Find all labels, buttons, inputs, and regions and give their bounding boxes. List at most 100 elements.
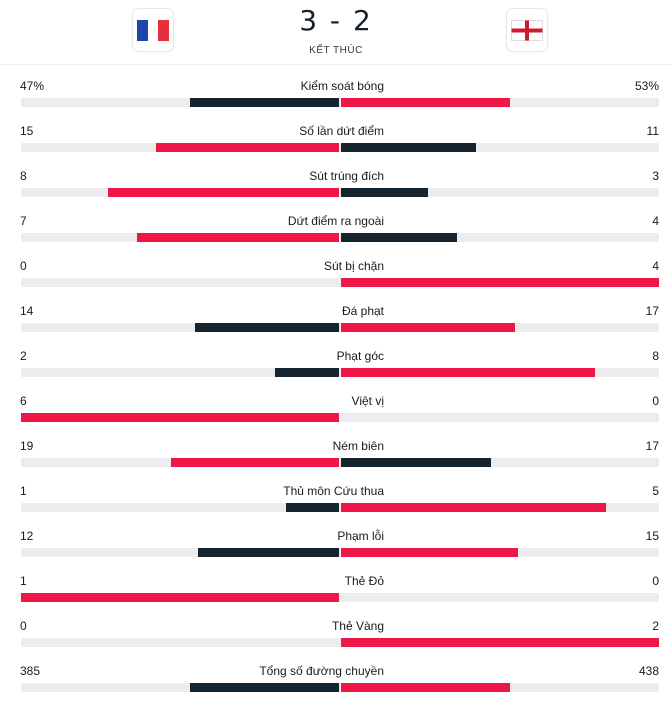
stat-label: Ném biên xyxy=(332,439,384,453)
stat-home-value: 47% xyxy=(20,79,45,93)
stat-away-bar xyxy=(341,98,510,107)
stat-home-bar xyxy=(195,323,339,332)
stat-home-bar xyxy=(108,188,339,197)
stat-row: 15 Số lần dứt điểm 11 xyxy=(0,122,672,167)
stat-row: 2 Phạt góc 8 xyxy=(0,347,672,392)
stat-label: Thủ môn Cứu thua xyxy=(283,484,384,498)
england-flag-icon xyxy=(511,19,543,41)
stat-home-value: 8 xyxy=(20,169,27,183)
stat-bar-track xyxy=(21,188,659,197)
stat-home-value: 1 xyxy=(20,484,27,498)
stat-away-bar xyxy=(341,683,510,692)
stat-away-value: 15 xyxy=(645,529,659,543)
france-flag-icon xyxy=(137,19,169,41)
stat-home-bar xyxy=(198,548,339,557)
stat-row: 47% Kiểm soát bóng 53% xyxy=(0,77,672,122)
stat-label: Dứt điểm ra ngoài xyxy=(287,214,384,228)
match-status: KẾT THÚC xyxy=(309,45,363,56)
stat-away-bar xyxy=(341,458,491,467)
stat-home-value: 19 xyxy=(20,439,34,453)
stat-row: 0 Sút bị chặn 4 xyxy=(0,257,672,302)
stat-away-bar xyxy=(341,233,457,242)
stat-bar-track xyxy=(21,548,659,557)
stat-row: 1 Thẻ Đỏ 0 xyxy=(0,572,672,617)
stat-label: Việt vị xyxy=(351,394,384,408)
match-header: 3 - 2 KẾT THÚC xyxy=(0,0,672,65)
stat-home-bar xyxy=(137,233,339,242)
match-stats-list: 47% Kiểm soát bóng 53% 15 Số lần dứt điểm 11 8… xyxy=(0,77,672,707)
stat-away-value: 0 xyxy=(652,574,659,588)
stat-away-bar xyxy=(341,143,476,152)
stat-away-value: 8 xyxy=(652,349,659,363)
stat-away-value: 5 xyxy=(652,484,659,498)
stat-home-bar xyxy=(21,593,339,602)
stat-away-bar xyxy=(341,368,595,377)
stat-bar-track xyxy=(21,368,659,377)
stat-home-value: 0 xyxy=(20,259,27,273)
stat-label: Tổng số đường chuyền xyxy=(259,664,384,678)
stat-row: 8 Sút trúng đích 3 xyxy=(0,167,672,212)
stat-home-value: 2 xyxy=(20,349,27,363)
stat-home-value: 12 xyxy=(20,529,34,543)
stat-home-bar xyxy=(156,143,339,152)
stat-away-value: 53% xyxy=(634,79,659,93)
stat-home-bar xyxy=(171,458,339,467)
stat-label: Thẻ Đỏ xyxy=(344,574,384,588)
stat-away-bar xyxy=(341,503,606,512)
stat-label: Sút bị chặn xyxy=(323,259,384,273)
stat-bar-track xyxy=(21,413,659,422)
stat-home-bar xyxy=(275,368,339,377)
stat-label: Phạt góc xyxy=(336,349,384,363)
stat-away-bar xyxy=(341,548,518,557)
stat-away-bar xyxy=(341,278,659,287)
stat-home-value: 6 xyxy=(20,394,27,408)
stat-row: 12 Phạm lỗi 15 xyxy=(0,527,672,572)
stat-home-value: 0 xyxy=(20,619,27,633)
stat-away-value: 4 xyxy=(652,214,659,228)
stat-label: Sút trúng đích xyxy=(309,169,384,183)
stat-bar-track xyxy=(21,98,659,107)
stat-bar-track xyxy=(21,638,659,647)
stat-home-value: 7 xyxy=(20,214,27,228)
stat-row: 14 Đá phạt 17 xyxy=(0,302,672,347)
stat-home-bar xyxy=(190,683,339,692)
stat-row: 6 Việt vị 0 xyxy=(0,392,672,437)
stat-label: Đá phạt xyxy=(341,304,384,318)
stat-bar-track xyxy=(21,323,659,332)
stat-away-bar xyxy=(341,323,515,332)
stat-home-bar xyxy=(21,413,339,422)
stat-home-value: 14 xyxy=(20,304,34,318)
stat-bar-track xyxy=(21,278,659,287)
stat-row: 19 Ném biên 17 xyxy=(0,437,672,482)
stat-label: Kiểm soát bóng xyxy=(300,79,384,93)
stat-away-value: 11 xyxy=(646,124,659,138)
stat-bar-track xyxy=(21,683,659,692)
stat-label: Thẻ Vàng xyxy=(331,619,384,633)
stat-away-bar xyxy=(341,188,428,197)
stat-bar-track xyxy=(21,503,659,512)
home-team-flag[interactable] xyxy=(133,9,173,51)
stat-bar-track xyxy=(21,593,659,602)
stat-bar-track xyxy=(21,143,659,152)
stat-row: 1 Thủ môn Cứu thua 5 xyxy=(0,482,672,527)
stat-home-value: 1 xyxy=(20,574,27,588)
stat-home-value: 385 xyxy=(20,664,41,678)
stat-bar-track xyxy=(21,458,659,467)
stat-away-value: 0 xyxy=(652,394,659,408)
stat-row: 385 Tổng số đường chuyền 438 xyxy=(0,662,672,707)
stat-row: 7 Dứt điểm ra ngoài 4 xyxy=(0,212,672,257)
stat-home-bar xyxy=(190,98,339,107)
stat-away-value: 17 xyxy=(645,304,659,318)
away-team-flag[interactable] xyxy=(507,9,547,51)
stat-home-value: 15 xyxy=(20,124,34,138)
stat-away-value: 2 xyxy=(652,619,659,633)
stat-away-bar xyxy=(341,638,659,647)
stat-home-bar xyxy=(286,503,339,512)
stat-bar-track xyxy=(21,233,659,242)
stat-label: Phạm lỗi xyxy=(337,529,384,543)
stat-away-value: 438 xyxy=(638,664,659,678)
stat-label: Số lần dứt điểm xyxy=(299,124,384,138)
stat-row: 0 Thẻ Vàng 2 xyxy=(0,617,672,662)
match-score: 3 - 2 xyxy=(299,4,373,37)
stat-away-value: 17 xyxy=(645,439,659,453)
